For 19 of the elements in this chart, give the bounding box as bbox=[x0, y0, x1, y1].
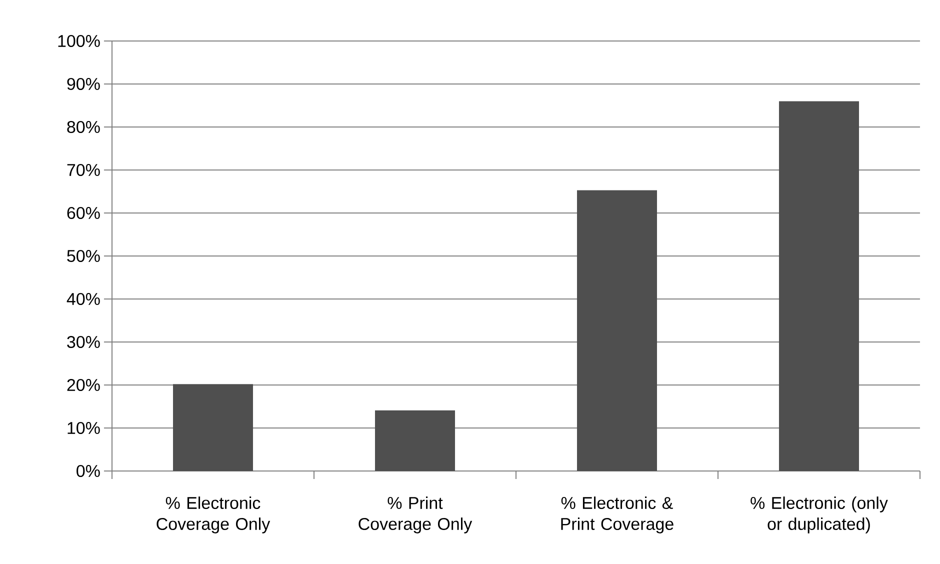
x-tick-label: % Electronic (only or duplicated) bbox=[750, 496, 888, 534]
y-tick-label: 90% bbox=[67, 78, 100, 90]
y-tick-label: 70% bbox=[67, 164, 100, 176]
y-tick-label: 30% bbox=[67, 336, 100, 348]
x-tick-label: % Print Coverage Only bbox=[358, 496, 472, 534]
y-tick-label: 60% bbox=[67, 206, 100, 220]
y-tick-label: 50% bbox=[67, 250, 100, 262]
bar bbox=[778, 101, 859, 471]
bar bbox=[375, 410, 456, 471]
y-tick-label: 10% bbox=[68, 422, 100, 434]
bar bbox=[173, 384, 254, 471]
y-tick-label: 80% bbox=[67, 120, 100, 134]
y-tick-label: 40% bbox=[66, 292, 100, 306]
bar bbox=[577, 190, 657, 471]
x-tick-label: % Electronic & Print Coverage bbox=[561, 496, 674, 534]
y-tick-label: 20% bbox=[67, 378, 100, 392]
x-tick-label: % Electronic Coverage Only bbox=[156, 496, 270, 534]
y-tick-label: 100% bbox=[58, 34, 100, 48]
y-tick-label: 0% bbox=[76, 464, 100, 478]
